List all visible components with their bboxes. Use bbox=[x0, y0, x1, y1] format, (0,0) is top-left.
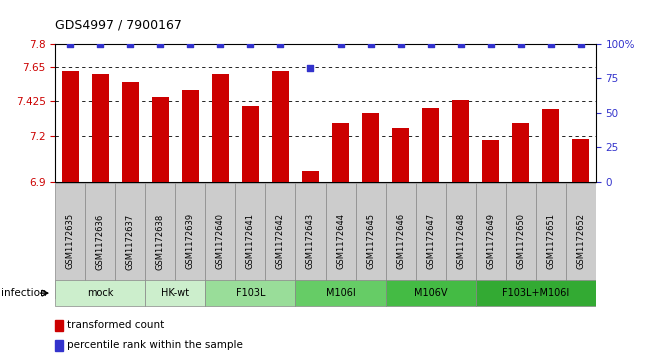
Bar bbox=[542, 110, 559, 182]
Bar bbox=[506, 183, 536, 299]
Text: GSM1172647: GSM1172647 bbox=[426, 213, 435, 269]
Point bbox=[186, 41, 196, 46]
Point bbox=[365, 41, 376, 46]
Bar bbox=[152, 97, 169, 182]
Point bbox=[125, 41, 135, 46]
Bar bbox=[385, 280, 476, 306]
Text: GSM1172648: GSM1172648 bbox=[456, 213, 465, 269]
Bar bbox=[55, 280, 145, 306]
Point bbox=[516, 41, 526, 46]
Point bbox=[486, 41, 496, 46]
Text: GSM1172642: GSM1172642 bbox=[276, 213, 285, 269]
Bar bbox=[55, 183, 85, 299]
Bar bbox=[272, 71, 289, 182]
Bar bbox=[422, 108, 439, 182]
Point bbox=[425, 41, 436, 46]
Bar bbox=[206, 280, 296, 306]
Text: percentile rank within the sample: percentile rank within the sample bbox=[67, 340, 243, 350]
Point bbox=[95, 41, 105, 46]
Text: GDS4997 / 7900167: GDS4997 / 7900167 bbox=[55, 18, 182, 31]
Bar bbox=[145, 280, 206, 306]
Bar bbox=[206, 183, 236, 299]
Bar bbox=[536, 183, 566, 299]
Text: GSM1172640: GSM1172640 bbox=[216, 213, 225, 269]
Bar bbox=[62, 71, 79, 182]
Bar bbox=[55, 320, 62, 331]
Text: GSM1172649: GSM1172649 bbox=[486, 213, 495, 269]
Bar bbox=[482, 140, 499, 182]
Point bbox=[456, 41, 466, 46]
Text: M106I: M106I bbox=[326, 288, 355, 298]
Point bbox=[546, 41, 556, 46]
Bar bbox=[415, 183, 445, 299]
Bar bbox=[296, 183, 326, 299]
Text: transformed count: transformed count bbox=[67, 321, 165, 330]
Point bbox=[335, 41, 346, 46]
Bar bbox=[572, 139, 589, 182]
Text: GSM1172645: GSM1172645 bbox=[366, 213, 375, 269]
Point bbox=[305, 65, 316, 71]
Bar bbox=[445, 183, 476, 299]
Bar bbox=[385, 183, 415, 299]
Text: GSM1172652: GSM1172652 bbox=[576, 213, 585, 269]
Text: GSM1172650: GSM1172650 bbox=[516, 213, 525, 269]
Text: F103L: F103L bbox=[236, 288, 265, 298]
Text: GSM1172644: GSM1172644 bbox=[336, 213, 345, 269]
Bar bbox=[326, 183, 355, 299]
Point bbox=[275, 41, 286, 46]
Text: GSM1172641: GSM1172641 bbox=[246, 213, 255, 269]
Text: GSM1172639: GSM1172639 bbox=[186, 213, 195, 269]
Bar bbox=[355, 183, 385, 299]
Text: infection: infection bbox=[1, 288, 47, 298]
Text: GSM1172643: GSM1172643 bbox=[306, 213, 315, 269]
Bar bbox=[476, 280, 596, 306]
Point bbox=[245, 41, 256, 46]
Bar bbox=[476, 183, 506, 299]
Point bbox=[65, 41, 76, 46]
Bar bbox=[115, 183, 145, 299]
Text: GSM1172635: GSM1172635 bbox=[66, 213, 75, 269]
Text: M106V: M106V bbox=[414, 288, 447, 298]
Bar bbox=[212, 74, 229, 182]
Bar bbox=[145, 183, 175, 299]
Bar bbox=[566, 183, 596, 299]
Point bbox=[575, 41, 586, 46]
Bar bbox=[393, 128, 409, 182]
Text: GSM1172651: GSM1172651 bbox=[546, 213, 555, 269]
Text: F103L+M106I: F103L+M106I bbox=[502, 288, 569, 298]
Bar bbox=[362, 113, 379, 182]
Text: GSM1172636: GSM1172636 bbox=[96, 213, 105, 269]
Bar bbox=[332, 123, 349, 182]
Point bbox=[395, 41, 406, 46]
Bar bbox=[296, 280, 385, 306]
Bar bbox=[512, 123, 529, 182]
Bar bbox=[242, 106, 258, 182]
Bar bbox=[266, 183, 296, 299]
Point bbox=[215, 41, 226, 46]
Point bbox=[155, 41, 165, 46]
Bar bbox=[92, 74, 109, 182]
Text: mock: mock bbox=[87, 288, 113, 298]
Bar bbox=[302, 171, 319, 182]
Text: HK-wt: HK-wt bbox=[161, 288, 189, 298]
Bar bbox=[85, 183, 115, 299]
Bar bbox=[452, 100, 469, 182]
Bar bbox=[236, 183, 266, 299]
Text: GSM1172638: GSM1172638 bbox=[156, 213, 165, 269]
Bar bbox=[175, 183, 206, 299]
Bar bbox=[122, 82, 139, 182]
Bar bbox=[55, 340, 62, 351]
Bar bbox=[182, 90, 199, 182]
Text: GSM1172637: GSM1172637 bbox=[126, 213, 135, 269]
Text: GSM1172646: GSM1172646 bbox=[396, 213, 405, 269]
